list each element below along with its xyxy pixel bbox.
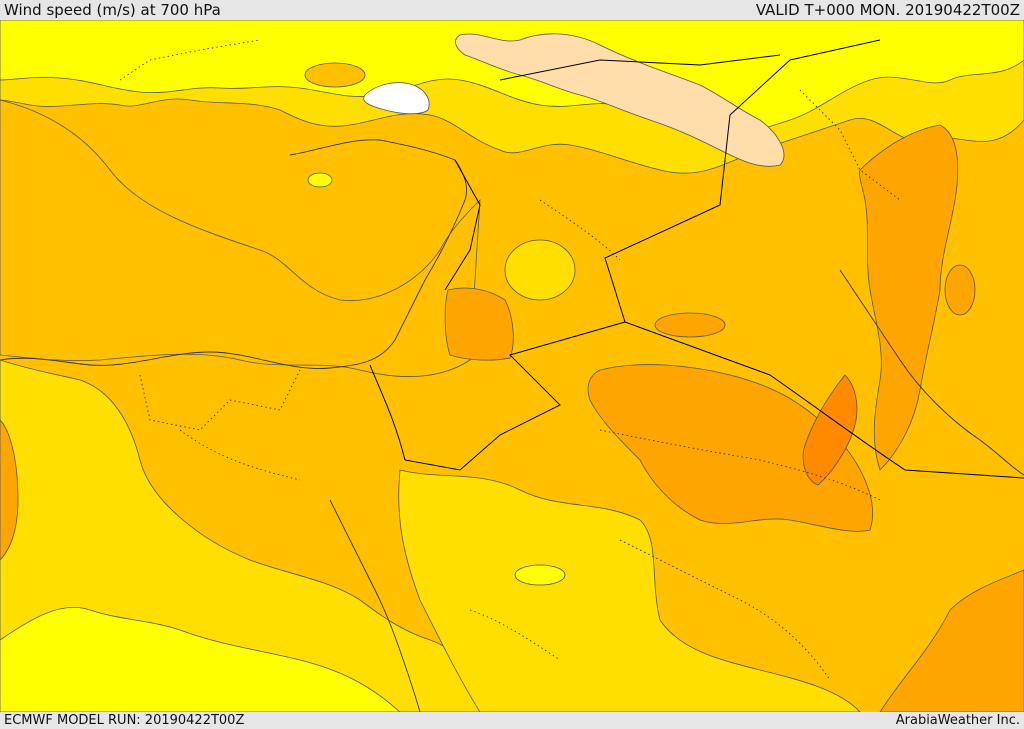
contour-band-north-yellow <box>0 20 1024 135</box>
contour-band-pale <box>455 33 785 167</box>
contour-band-mediterranean <box>0 99 481 377</box>
coastline-mediterranean <box>0 139 467 369</box>
credit: ArabiaWeather Inc. <box>895 713 1020 728</box>
footer-bar: ECMWF MODEL RUN: 20190422T00Z ArabiaWeat… <box>0 712 1024 729</box>
contour-island-6 <box>304 62 366 88</box>
contour-band-arabia <box>398 469 861 712</box>
contour-band-levant <box>444 287 514 361</box>
contour-band-white <box>363 82 430 115</box>
contour-band-iran <box>859 124 959 471</box>
contour-island-3 <box>514 564 566 586</box>
valid-time: VALID T+000 MON. 20190422T00Z <box>755 1 1020 19</box>
contour-band-se <box>879 569 1024 712</box>
contour-island-5 <box>944 264 976 316</box>
map-title: Wind speed (m/s) at 700 hPa <box>4 1 221 19</box>
coastline-red-sea <box>329 499 421 712</box>
contour-island-4 <box>654 312 726 338</box>
contour-island-1 <box>307 172 333 188</box>
contour-band-sw-yellow <box>0 606 401 712</box>
province-borders <box>119 39 901 681</box>
contour-band-iraq <box>587 364 873 532</box>
model-run: ECMWF MODEL RUN: 20190422T00Z <box>4 713 245 728</box>
contour-band-iraq-core <box>802 374 858 486</box>
political-borders <box>369 39 1024 479</box>
coastline-gulf <box>839 269 1024 476</box>
header-bar: Wind speed (m/s) at 700 hPa VALID T+000 … <box>0 0 1024 20</box>
wind-speed-map[interactable] <box>0 20 1024 712</box>
contour-island-2 <box>504 239 576 301</box>
contour-band-west-edge <box>0 419 19 561</box>
